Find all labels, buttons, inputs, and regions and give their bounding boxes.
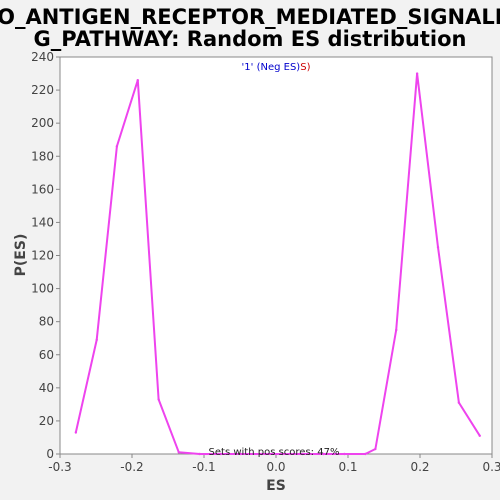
y-tick-label: 80 (39, 315, 54, 329)
data-point (95, 338, 98, 342)
data-point (157, 398, 160, 401)
data-point (322, 452, 325, 456)
data-point (219, 452, 222, 456)
data-point (364, 452, 367, 456)
y-tick-label: 100 (31, 282, 54, 296)
y-tick-label: 20 (39, 414, 54, 428)
y-tick-label: 160 (31, 182, 54, 196)
x-tick-label: -0.2 (120, 460, 143, 474)
data-point (239, 452, 242, 456)
chart-title-line-2: G_PATHWAY: Random ES distribution (34, 27, 467, 51)
pos-scores-annotation: Sets with pos scores: 47% (209, 447, 340, 458)
data-point (115, 145, 119, 148)
x-tick-label: -0.3 (48, 460, 71, 474)
y-tick-label: 200 (31, 116, 54, 130)
y-tick-label: 220 (31, 83, 54, 97)
data-point (436, 246, 440, 249)
data-point (136, 78, 139, 82)
x-axis-label: ES (266, 478, 286, 494)
data-point (281, 452, 284, 456)
x-tick-label: 0.0 (266, 460, 285, 474)
data-point (301, 452, 304, 456)
legend-trailing-text: S) (300, 62, 310, 73)
y-tick-label: 180 (31, 149, 54, 163)
data-point (343, 452, 346, 456)
data-point (478, 434, 481, 438)
y-tick-label: 120 (31, 249, 54, 263)
y-tick-label: 40 (39, 381, 54, 395)
y-tick-label: 0 (46, 447, 54, 461)
legend-neg-es-label: (Neg ES) (257, 62, 301, 73)
y-tick-label: 140 (31, 215, 54, 229)
y-tick-label: 240 (31, 50, 54, 64)
y-tick-label: 60 (39, 348, 54, 362)
legend-series-name: '1' (242, 62, 254, 73)
x-tick-label: 0.3 (482, 460, 500, 474)
legend: '1' (Neg ES)S) (242, 62, 311, 73)
data-point (260, 452, 263, 456)
data-point (457, 401, 461, 404)
x-tick-label: 0.2 (410, 460, 429, 474)
y-axis: 0 20 40 60 80 100 120 140 160 180 200 220 240 (31, 50, 60, 461)
data-point (177, 451, 180, 454)
data-point (74, 431, 78, 434)
data-point (415, 72, 419, 75)
x-tick-label: -0.1 (192, 460, 215, 474)
data-point (395, 328, 398, 332)
x-tick-label: 0.1 (338, 460, 357, 474)
y-axis-label: P(ES) (13, 234, 29, 277)
chart-title-line-1: GO_ANTIGEN_RECEPTOR_MEDIATED_SIGNALIN (0, 5, 500, 29)
plot-area (59, 56, 493, 455)
data-point (198, 452, 201, 456)
data-point (374, 447, 377, 451)
x-axis: -0.3 -0.2 -0.1 0.0 0.1 0.2 0.3 (48, 454, 500, 474)
series-points (74, 72, 481, 456)
